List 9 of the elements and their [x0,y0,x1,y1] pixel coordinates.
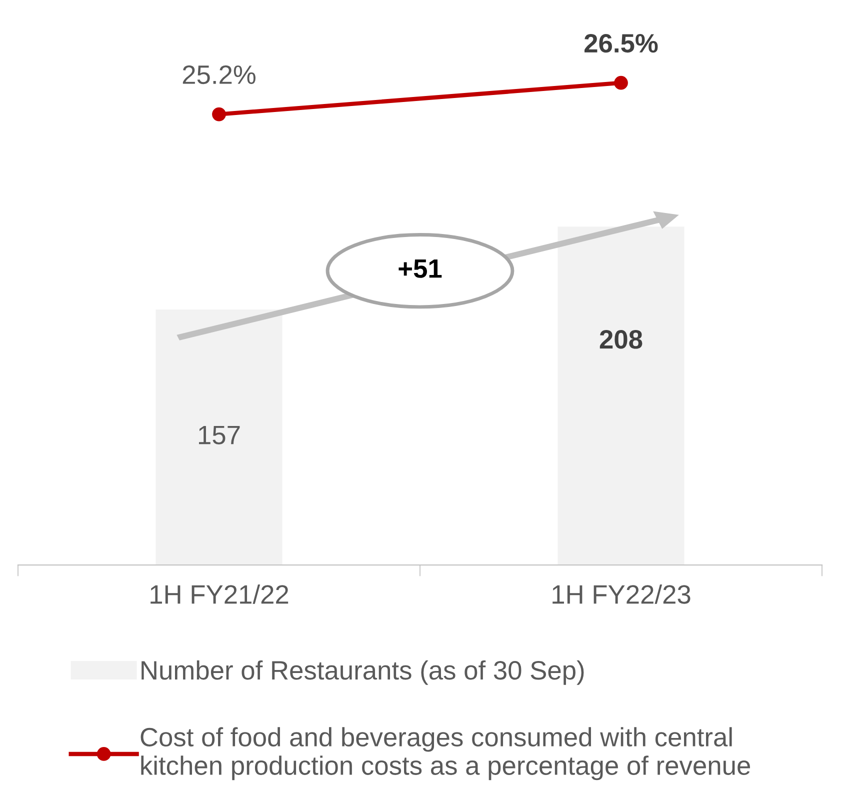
data-label: 157 [199,426,240,444]
data-label: 25.2% [182,65,256,84]
legend-label: Number of Restaurants (as of 30 Sep) [142,660,584,685]
data-label: 208 [600,330,642,349]
legend-label: Cost of food and beverages consumed with central kitchen production costs as a percentage of revenue [140,727,750,780]
annotation: +51 [398,260,442,278]
data-label: 26.5% [584,34,658,53]
x-tick-label: 1H FY21/22 [150,584,288,604]
x-tick-label: 1H FY22/23 [552,584,690,604]
